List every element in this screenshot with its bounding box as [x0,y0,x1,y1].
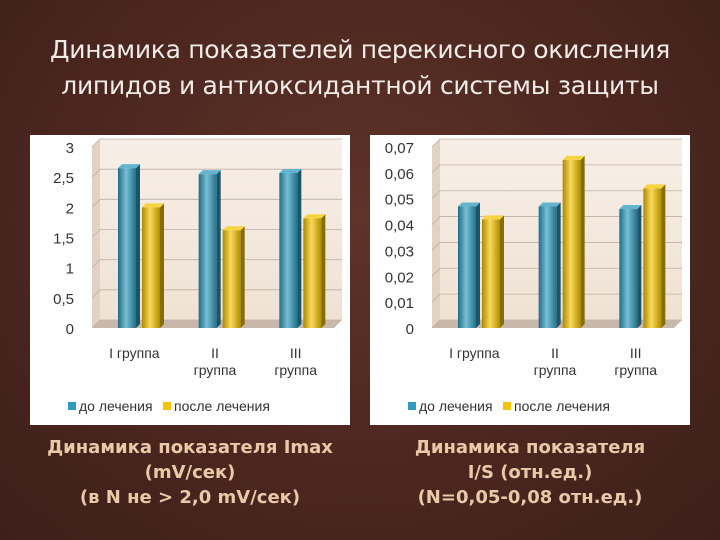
legend-swatch-2 [163,402,171,410]
gridline-side [431,268,441,277]
bar-after-1 [482,215,504,328]
y-tick-label: 0,5 [53,291,74,308]
chart-panel-is: 0 0,01 0,02 0,03 0,04 0,05 0,06 0,07 I группа II г… [370,135,690,425]
bar-after-2 [222,226,245,328]
chart-is: 00,010,020,030,040,050,060,07I группа IIг… [385,138,682,414]
y-tick-label: 2 [66,200,74,217]
bar-after-3 [643,184,666,328]
back-wall [440,139,682,320]
gridline-side [91,138,101,148]
chart-panel-imax: 0 0,5 1 1,5 2 2,5 3 I группа II группа III группа до… [30,135,350,425]
caption-imax-line-2: (mV/сек) [144,462,236,483]
slide-title-line-2: липидов и антиоксидантной системы защиты [61,71,659,100]
gridline-side [431,319,441,329]
gridline-side [91,259,101,268]
y-tick-label: 0,01 [385,295,414,312]
bar-after-1 [142,203,164,328]
caption-imax-line-1: Динамика показателя Imax [47,437,333,458]
gridline-side [431,190,441,199]
bar-before-3 [279,168,302,328]
caption-is-line-3: (N=0,05-0,08 отн.ед.) [417,487,643,508]
gridline-side [431,164,441,174]
y-tick-label: 2,5 [53,170,74,187]
legend-swatch-1 [408,402,416,410]
bar-before-1 [118,164,140,328]
gridline-side [431,138,441,148]
y-tick-label: 0,03 [385,243,414,260]
gridline-side [91,199,101,208]
legend-swatch-1 [68,402,76,410]
legend-swatch-2 [503,402,511,410]
caption-is: Динамика показателя I/S (отн.ед.) (N=0,0… [370,435,690,510]
y-tick-label: 1,5 [53,231,74,248]
y-tick-label: 0,05 [385,192,414,209]
y-tick-label: 0 [406,321,414,338]
legend-label-1: до лечения [419,398,493,414]
chart-imax: 00,511,522,53I группа IIгруппаIIIгруппадо… [53,138,342,414]
slide-title-line-1: Динамика показателей перекисного окислен… [50,35,670,64]
category-label: III [290,345,302,361]
bar-before-1 [458,202,480,328]
y-tick-label: 0 [66,321,74,338]
category-label: группа [534,362,577,378]
category-label: II [211,345,219,361]
caption-imax-line-3: (в N не > 2,0 mV/сек) [79,487,301,508]
bar-after-2 [562,155,585,328]
gridline-side [91,229,101,238]
legend-label-1: до лечения [79,398,153,414]
bar-before-2 [198,170,221,328]
slide-title: Динамика показателей перекисного окислен… [20,32,700,104]
category-label: группа [274,362,317,378]
caption-is-line-2: I/S (отн.ед.) [467,462,593,483]
y-tick-label: 0,07 [385,140,414,157]
category-label: группа [194,362,237,378]
gridline-side [431,242,441,251]
legend-label-2: после лечения [174,398,270,414]
category-label: I группа [449,345,500,361]
bar-before-2 [538,202,561,328]
category-label: группа [614,362,657,378]
category-label: I группа [109,345,160,361]
y-tick-label: 0,04 [385,218,414,235]
legend-label-2: после лечения [514,398,610,414]
side-wall [432,139,440,328]
category-label: III [630,345,642,361]
y-tick-label: 0,06 [385,166,414,183]
bar-after-3 [303,214,326,328]
gridline-side [431,293,441,303]
gridline-side [91,168,101,178]
gridline-side [431,216,441,225]
gridline-side [91,289,101,299]
caption-is-line-1: Динамика показателя [414,437,646,458]
y-tick-label: 0,02 [385,269,414,286]
y-tick-label: 3 [66,140,74,157]
gridline-side [91,319,101,329]
category-label: II [551,345,559,361]
y-tick-label: 1 [66,261,74,278]
caption-imax: Динамика показателя Imax (mV/сек) (в N н… [30,435,350,510]
bar-before-3 [619,205,642,328]
